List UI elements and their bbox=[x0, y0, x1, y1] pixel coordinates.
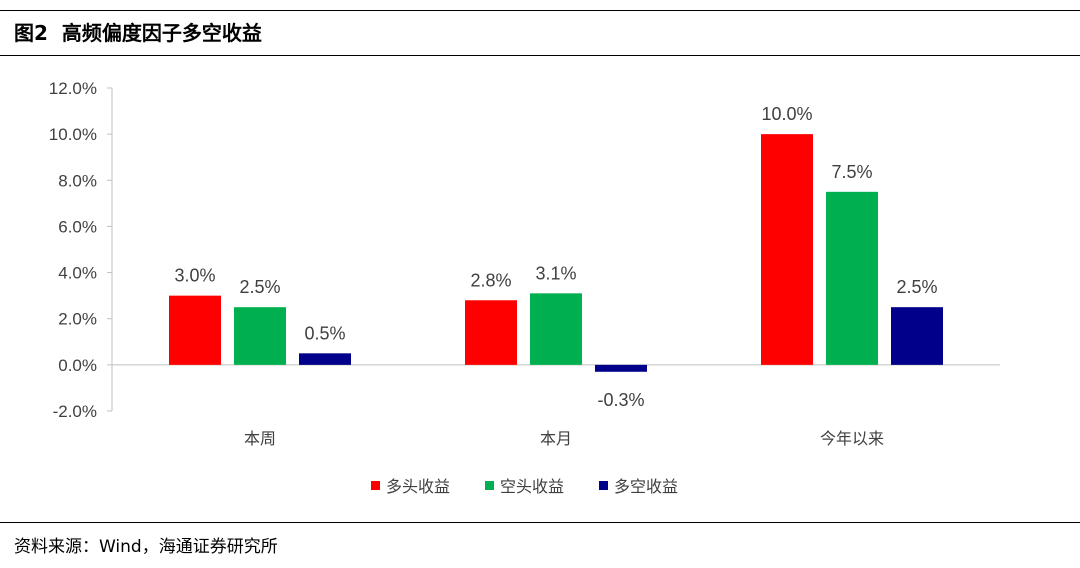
bar bbox=[761, 134, 813, 365]
legend-label: 多头收益 bbox=[386, 477, 450, 496]
y-tick-label: 10.0% bbox=[49, 125, 97, 144]
y-tick-label: 6.0% bbox=[58, 217, 97, 236]
data-label: 3.1% bbox=[535, 263, 576, 283]
top-rule bbox=[0, 10, 1080, 11]
y-tick-label: 0.0% bbox=[58, 356, 97, 375]
source-note: 资料来源：Wind，海通证券研究所 bbox=[14, 537, 278, 557]
data-label: -0.3% bbox=[597, 390, 644, 410]
bar-chart: 12.0% 10.0% 8.0% 6.0% 4.0% 2.0% 0.0% -2.0% 本周 3.0… bbox=[49, 79, 1000, 496]
legend-swatch bbox=[371, 481, 380, 490]
figure-number: 图2 bbox=[14, 21, 48, 45]
y-tick-label: 2.0% bbox=[58, 310, 97, 329]
y-tick-label: 8.0% bbox=[58, 171, 97, 190]
x-category-label: 今年以来 bbox=[820, 429, 884, 448]
bar bbox=[530, 293, 582, 365]
bar bbox=[891, 307, 943, 365]
data-label: 0.5% bbox=[304, 323, 345, 343]
figure-title-text: 高频偏度因子多空收益 bbox=[61, 21, 262, 45]
data-label: 3.0% bbox=[174, 266, 215, 286]
figure-title: 图2 高频偏度因子多空收益 bbox=[14, 16, 262, 50]
bar bbox=[169, 295, 221, 365]
bar bbox=[826, 191, 878, 365]
x-category-label: 本周 bbox=[244, 429, 276, 448]
title-rule bbox=[0, 55, 1080, 56]
data-label: 2.5% bbox=[896, 277, 937, 297]
data-label: 10.0% bbox=[761, 104, 812, 124]
legend-swatch bbox=[485, 481, 494, 490]
bar bbox=[595, 364, 647, 372]
bar bbox=[299, 353, 351, 365]
data-label: 2.8% bbox=[470, 270, 511, 290]
data-label: 7.5% bbox=[831, 162, 872, 182]
y-tick-label: 12.0% bbox=[49, 79, 97, 98]
y-tick-label: -2.0% bbox=[53, 402, 97, 421]
x-category-label: 本月 bbox=[540, 429, 572, 448]
legend-swatch bbox=[599, 481, 608, 490]
bar bbox=[465, 300, 517, 365]
y-tick-label: 4.0% bbox=[58, 264, 97, 283]
legend-label: 空头收益 bbox=[500, 477, 564, 496]
bar bbox=[234, 307, 286, 365]
data-label: 2.5% bbox=[239, 277, 280, 297]
footer-rule bbox=[0, 522, 1080, 523]
legend-label: 多空收益 bbox=[614, 477, 678, 496]
